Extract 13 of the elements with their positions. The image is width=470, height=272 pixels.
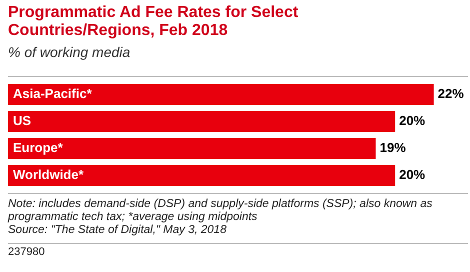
data-label: 22% xyxy=(438,86,464,102)
data-label: 20% xyxy=(399,113,426,128)
chart-subtitle: % of working media xyxy=(8,44,130,60)
text: Note: includes demand-side (DSP) and supply-side platforms (SSP); also known as programmatic tech tax; *average using midpoints xyxy=(8,198,434,224)
y-tick-label: Europe* xyxy=(13,140,64,156)
chart-title: Programmatic Ad Fee Rates for Select Countries/Regions, Feb 2018 xyxy=(8,4,300,40)
y-tick-label: US xyxy=(13,113,32,128)
data-label: 19% xyxy=(380,140,406,156)
text: 237980 xyxy=(8,246,45,258)
source-note: Source: "The State of Digital," May 3, 2018 xyxy=(8,224,228,237)
y-tick-label: Asia-Pacific* xyxy=(13,86,93,102)
y-tick-label: Worldwide* xyxy=(13,167,84,182)
data-label: 20% xyxy=(399,167,426,182)
